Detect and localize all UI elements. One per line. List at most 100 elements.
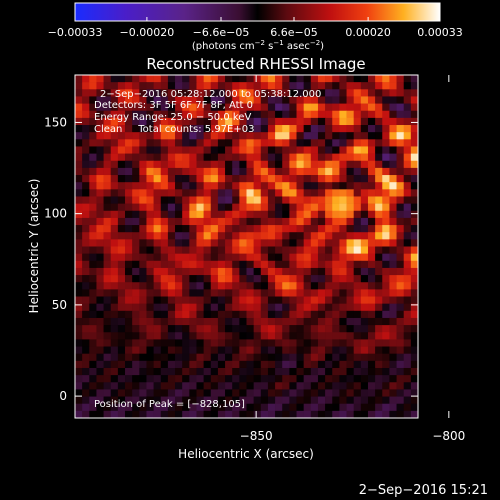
heatmap-cell: [110, 339, 119, 347]
heatmap-cell: [182, 189, 190, 197]
heatmap-cell: [403, 110, 412, 119]
heatmap-cell: [325, 89, 333, 97]
heatmap-cell: [139, 367, 147, 376]
heatmap-cell: [260, 310, 269, 319]
heatmap-cell: [96, 296, 104, 304]
heatmap-cell: [82, 75, 90, 83]
heatmap-cell: [75, 303, 83, 312]
heatmap-cell: [296, 267, 304, 276]
heatmap-cell: [332, 239, 340, 247]
heatmap-cell: [375, 382, 383, 390]
heatmap-cell: [89, 246, 97, 254]
heatmap-cell: [360, 196, 369, 204]
heatmap-cell: [296, 89, 304, 97]
heatmap-cell: [167, 317, 176, 326]
heatmap-cell: [410, 275, 419, 283]
heatmap-cell: [396, 82, 405, 90]
heatmap-cell: [139, 310, 147, 319]
heatmap-cell: [296, 253, 304, 262]
heatmap-cell: [303, 325, 312, 333]
heatmap-cell: [125, 289, 133, 297]
heatmap-cell: [175, 332, 183, 340]
heatmap-cell: [153, 182, 162, 190]
heatmap-cell: [353, 339, 362, 347]
heatmap-cell: [275, 325, 283, 333]
heatmap-cell: [332, 232, 340, 240]
peak-position-label: Position of Peak = [−828,105]: [94, 399, 245, 410]
heatmap-cell: [253, 260, 262, 269]
heatmap-cell: [117, 103, 126, 112]
heatmap-cell: [353, 146, 362, 154]
heatmap-cell: [225, 175, 233, 183]
heatmap-cell: [389, 375, 397, 383]
heatmap-cell: [239, 410, 247, 419]
heatmap-cell: [217, 310, 226, 319]
heatmap-cell: [146, 325, 154, 333]
heatmap-cell: [225, 317, 233, 326]
heatmap-cell: [410, 267, 419, 276]
colorbar-tick-label: −0.00020: [120, 26, 175, 39]
heatmap-cell: [232, 246, 240, 254]
heatmap-cell: [382, 217, 390, 226]
heatmap-cell: [275, 246, 283, 254]
heatmap-cell: [332, 375, 340, 383]
heatmap-cell: [396, 75, 405, 83]
heatmap-cell: [232, 339, 240, 347]
heatmap-cell: [296, 346, 304, 354]
heatmap-cell: [160, 239, 169, 247]
heatmap-cell: [332, 96, 340, 104]
heatmap-cell: [332, 153, 340, 162]
heatmap-cell: [396, 403, 405, 412]
heatmap-cell: [132, 167, 140, 176]
heatmap-cell: [146, 210, 154, 219]
heatmap-cell: [89, 282, 97, 290]
heatmap-cell: [253, 117, 262, 126]
heatmap-cell: [317, 332, 326, 340]
heatmap-cell: [303, 246, 312, 254]
heatmap-cell: [175, 375, 183, 383]
heatmap-cell: [175, 289, 183, 297]
heatmap-cell: [75, 225, 83, 233]
heatmap-cell: [260, 89, 269, 97]
heatmap-cell: [303, 217, 312, 226]
heatmap-cell: [253, 253, 262, 262]
heatmap-cell: [175, 282, 183, 290]
heatmap-cell: [210, 225, 219, 233]
heatmap-cell: [310, 146, 319, 154]
heatmap-cell: [82, 175, 90, 183]
heatmap-cell: [182, 175, 190, 183]
heatmap-cell: [353, 239, 362, 247]
heatmap-cell: [303, 396, 312, 405]
heatmap-cell: [260, 110, 269, 119]
heatmap-cell: [189, 353, 197, 362]
heatmap-cell: [189, 210, 197, 219]
heatmap-cell: [217, 225, 226, 233]
heatmap-cell: [389, 182, 397, 190]
heatmap-cell: [203, 175, 212, 183]
heatmap-cell: [367, 260, 376, 269]
heatmap-cell: [110, 167, 119, 176]
heatmap-cell: [103, 282, 112, 290]
heatmap-cell: [139, 125, 147, 133]
heatmap-cell: [96, 153, 104, 162]
heatmap-cell: [89, 167, 97, 176]
heatmap-cell: [325, 389, 333, 397]
heatmap-cell: [153, 146, 162, 154]
heatmap-cell: [375, 303, 383, 312]
heatmap-cell: [82, 367, 90, 376]
heatmap-cell: [275, 267, 283, 276]
heatmap-cell: [203, 332, 212, 340]
heatmap-cell: [132, 117, 140, 126]
heatmap-cell: [253, 225, 262, 233]
heatmap-cell: [132, 367, 140, 376]
heatmap-cell: [132, 75, 140, 83]
heatmap-cell: [346, 146, 354, 154]
heatmap-cell: [167, 282, 176, 290]
heatmap-cell: [239, 317, 247, 326]
heatmap-cell: [110, 110, 119, 119]
heatmap-cell: [353, 167, 362, 176]
heatmap-cell: [353, 310, 362, 319]
heatmap-cell: [346, 239, 354, 247]
heatmap-cell: [403, 303, 412, 312]
heatmap-cell: [103, 332, 112, 340]
